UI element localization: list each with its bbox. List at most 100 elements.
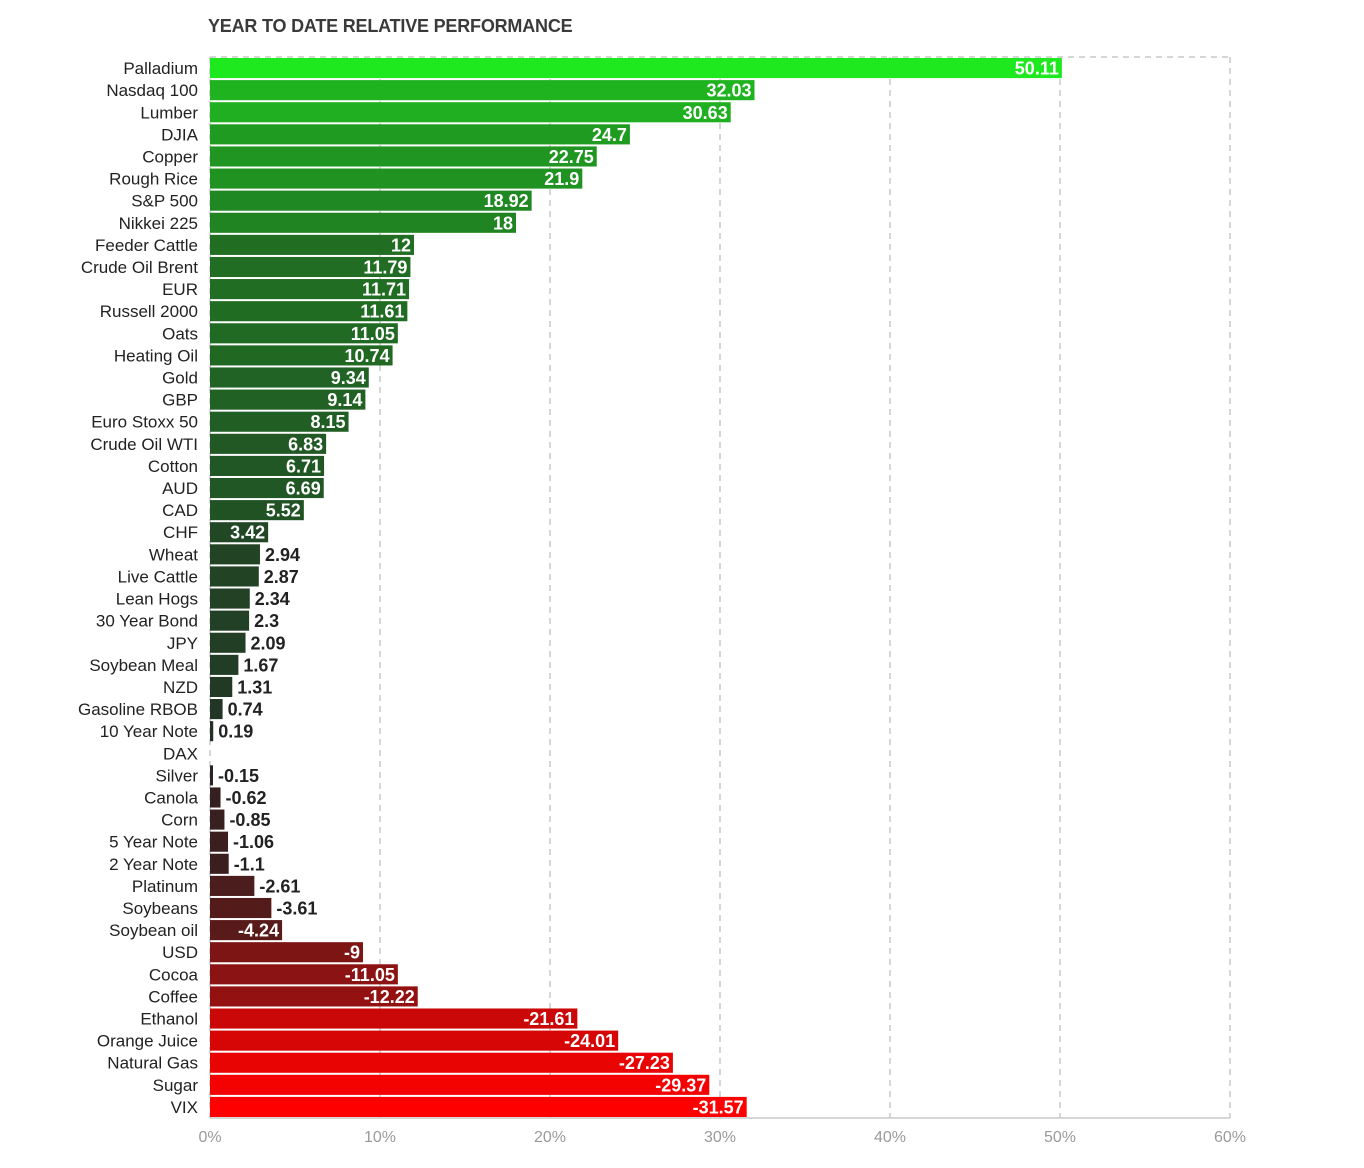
bar [210, 323, 398, 344]
data-label: 11.79 [363, 257, 407, 277]
category-label: Nikkei 225 [119, 214, 198, 233]
bar [210, 389, 366, 410]
bar [210, 920, 283, 941]
x-tick-label: 60% [1214, 1129, 1246, 1146]
category-label: Gasoline RBOB [78, 700, 198, 719]
category-label: CHF [163, 523, 198, 542]
data-label: -24.01 [564, 1031, 615, 1051]
category-label: Copper [142, 147, 198, 166]
bar [210, 588, 250, 609]
category-label: Euro Stoxx 50 [91, 413, 198, 432]
bar [210, 1096, 747, 1117]
category-label: Orange Juice [97, 1032, 198, 1051]
data-label: 1.31 [237, 677, 272, 697]
bar [210, 809, 225, 830]
category-label: Soybeans [122, 899, 198, 918]
bar [210, 699, 223, 720]
bar [210, 610, 250, 631]
data-label: 1.67 [243, 655, 278, 675]
data-label: 11.61 [360, 302, 404, 322]
data-label: 8.15 [311, 412, 346, 432]
bar [210, 522, 269, 543]
bar [210, 986, 418, 1007]
bar [210, 124, 630, 145]
data-label: 32.03 [706, 81, 751, 101]
category-label: Feeder Cattle [95, 236, 198, 255]
category-label: Oats [162, 324, 198, 343]
category-label: Silver [155, 766, 198, 785]
data-label: 2.34 [255, 589, 290, 609]
bar [210, 301, 408, 322]
data-label: 22.75 [549, 147, 594, 167]
bar [210, 190, 532, 211]
data-label: 2.94 [265, 545, 300, 565]
data-label: -9 [344, 943, 360, 963]
category-label: VIX [171, 1098, 198, 1117]
bar [210, 80, 755, 101]
bar [210, 433, 327, 454]
bar [210, 102, 731, 123]
data-label: 11.05 [351, 324, 395, 344]
data-label: 5.52 [266, 501, 301, 521]
category-label: Natural Gas [107, 1054, 198, 1073]
category-label: CAD [162, 501, 198, 520]
category-label: 2 Year Note [109, 855, 198, 874]
bar [210, 58, 1062, 79]
category-label: Nasdaq 100 [106, 81, 198, 100]
bar [210, 897, 272, 919]
data-label: 21.9 [544, 169, 579, 189]
category-label: 5 Year Note [109, 833, 198, 852]
category-label: JPY [167, 634, 198, 653]
bar [210, 1052, 673, 1073]
data-label: -12.22 [364, 987, 415, 1007]
data-label: -0.85 [229, 810, 270, 830]
category-label: Soybean oil [109, 921, 198, 940]
data-label: 30.63 [683, 103, 728, 123]
data-label: -31.57 [693, 1097, 744, 1117]
category-label: Lumber [140, 103, 198, 122]
data-label: 50.11 [1015, 59, 1059, 79]
bar [210, 544, 260, 565]
bar [210, 721, 214, 742]
x-tick-label: 20% [534, 1129, 566, 1146]
category-label: Cocoa [149, 965, 199, 984]
category-label: AUD [162, 479, 198, 498]
data-label: -11.05 [345, 965, 395, 985]
data-label: -21.61 [523, 1009, 574, 1029]
bar [210, 1074, 710, 1095]
data-label: -4.24 [238, 921, 279, 941]
bar [210, 676, 233, 698]
bar [210, 1030, 619, 1051]
bar [210, 345, 393, 366]
data-label: 10.74 [345, 346, 390, 366]
data-label: 18.92 [484, 191, 529, 211]
bar [210, 964, 398, 985]
bar [210, 477, 324, 499]
category-label: Live Cattle [118, 567, 198, 586]
category-label: Crude Oil WTI [90, 435, 198, 454]
chart-title: YEAR TO DATE RELATIVE PERFORMANCE [208, 16, 573, 36]
category-label: GBP [162, 391, 198, 410]
bar [210, 455, 325, 476]
bar [210, 1008, 578, 1029]
data-label: -2.61 [259, 876, 300, 896]
data-label: 6.71 [286, 456, 321, 476]
category-label: Russell 2000 [100, 302, 198, 321]
bar [210, 279, 410, 300]
category-label: Crude Oil Brent [81, 258, 198, 277]
data-label: 6.69 [286, 479, 321, 499]
data-label: -1.06 [233, 832, 274, 852]
bar [210, 566, 259, 587]
category-label: Sugar [153, 1076, 199, 1095]
data-label: 2.09 [251, 633, 286, 653]
data-label: -29.37 [655, 1075, 706, 1095]
data-label: 2.3 [254, 611, 279, 631]
bar [210, 765, 213, 786]
category-label: Coffee [148, 987, 198, 1006]
data-label: -3.61 [276, 899, 317, 919]
data-label: -0.15 [218, 766, 259, 786]
data-label: 0.19 [218, 722, 253, 742]
bar [210, 500, 304, 521]
category-label: S&P 500 [131, 192, 198, 211]
